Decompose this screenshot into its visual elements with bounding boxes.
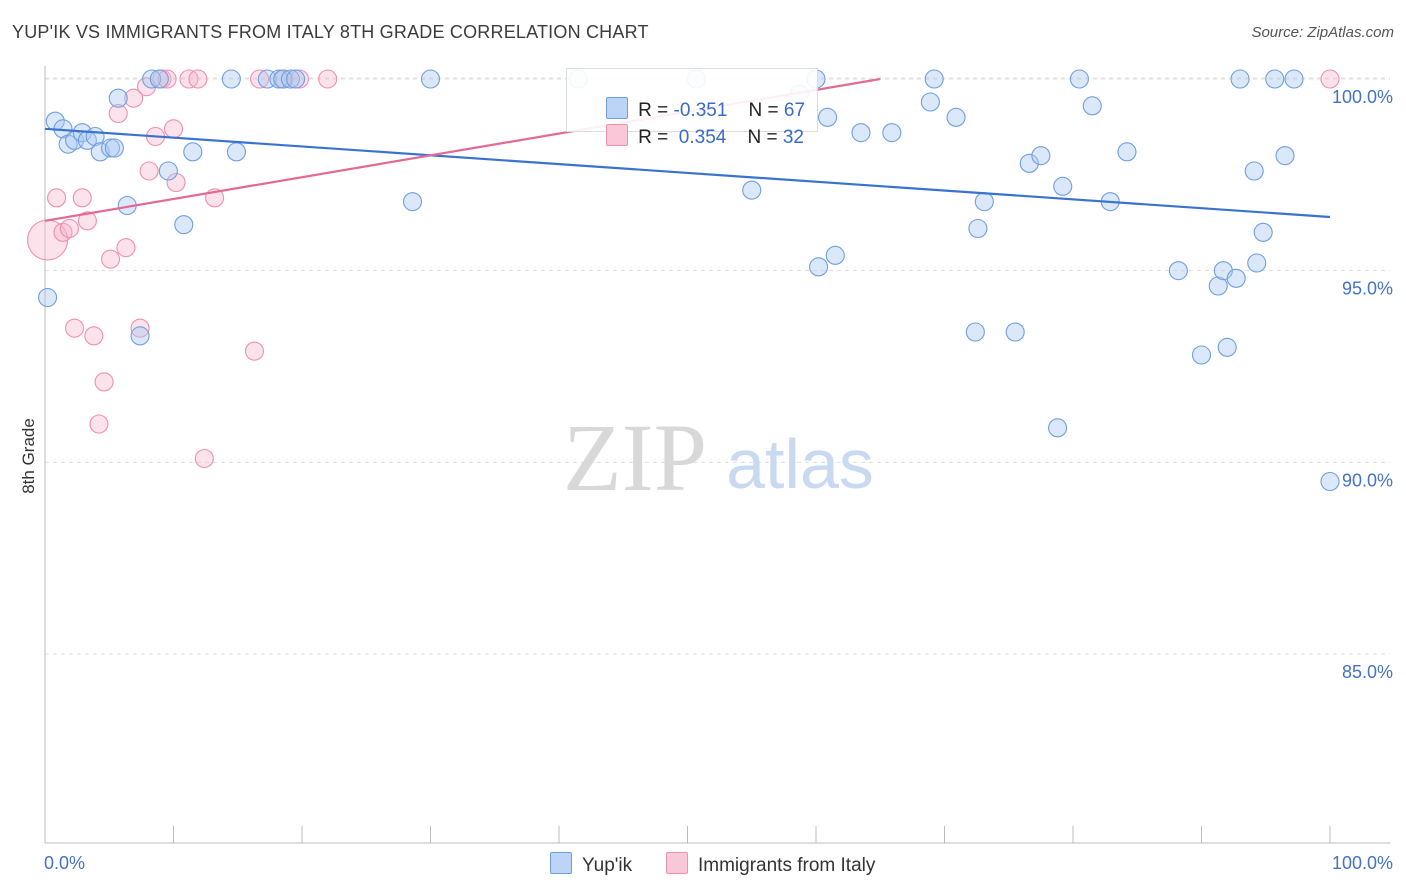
watermark-zip: ZIP (563, 404, 707, 511)
legend-item-italy: Immigrants from Italy (666, 852, 875, 878)
yupik-point (882, 123, 902, 143)
yupik-point (1217, 337, 1237, 357)
yupik-point (149, 69, 169, 89)
italy-point (166, 172, 186, 193)
italy-point (188, 69, 208, 89)
x-tick-label: 0.0% (44, 853, 85, 873)
y-tick-label: 90.0% (1342, 470, 1393, 490)
yupik-point (1082, 96, 1102, 116)
yupik-point (402, 192, 423, 212)
italy-point (84, 326, 104, 346)
yupik-point (924, 69, 944, 89)
yupik-point (280, 69, 300, 89)
italy-point (59, 218, 79, 239)
tick-labels: 85.0% 90.0% 95.0% 100.0% 0.0% 100.0% (44, 87, 1393, 873)
italy-legend-icon (666, 852, 688, 874)
correlation-legend: R = -0.351 N = 67 R = 0.354 N = 32 (566, 68, 818, 148)
yupik-point (1005, 322, 1025, 342)
yupik-point (974, 192, 994, 212)
italy-point (100, 249, 121, 269)
y-tick-label: 85.0% (1342, 662, 1393, 682)
watermark-atlas: atlas (726, 425, 874, 503)
yupik-point (809, 257, 829, 277)
yupik-point (818, 107, 838, 127)
yupik-point (1019, 153, 1039, 173)
yupik-point (1069, 69, 1089, 89)
yupik-point (257, 69, 277, 89)
italy-point (77, 211, 97, 231)
gridlines (45, 77, 1390, 655)
y-tick-label: 100.0% (1332, 87, 1393, 107)
legend-row-italy: R = 0.354 N = 32 (585, 102, 804, 148)
yupik-legend-icon (550, 852, 572, 874)
yupik-point (221, 69, 241, 89)
yupik-point (1226, 268, 1246, 288)
yupik-point (1208, 276, 1228, 296)
italy-point (116, 238, 136, 258)
italy-point (65, 318, 85, 338)
italy-point (318, 69, 338, 89)
italy-point (124, 88, 144, 108)
yupik-point (38, 287, 58, 308)
y-axis-label: 8th Grade (19, 418, 38, 494)
yupik-point (1053, 176, 1073, 196)
yupik-point (1048, 418, 1068, 438)
italy-point (94, 372, 114, 392)
yupik-point (1247, 253, 1267, 273)
italy-point (194, 448, 214, 469)
yupik-point (420, 69, 441, 89)
italy-point (1320, 69, 1340, 89)
chart-title: YUP'IK VS IMMIGRANTS FROM ITALY 8TH GRAD… (12, 22, 649, 42)
legend-row-yupik: R = -0.351 N = 67 (585, 75, 805, 121)
yupik-point (108, 88, 128, 108)
yupik-point (742, 180, 762, 200)
italy-point (72, 188, 92, 208)
yupik-point (1275, 146, 1295, 166)
yupik-point (920, 92, 940, 112)
yupik-point (158, 161, 178, 181)
yupik-point (1117, 142, 1137, 162)
yupik-point (130, 326, 150, 346)
yupik-point (1253, 222, 1273, 242)
yupik-point (1230, 69, 1250, 89)
yupik-point (183, 142, 203, 162)
italy-point (47, 188, 67, 208)
yupik-swatch-icon (606, 97, 629, 119)
italy-point (130, 318, 150, 338)
italy-point (157, 69, 177, 89)
italy-point (163, 119, 184, 139)
yupik-point (226, 142, 247, 162)
yupik-point (1031, 146, 1051, 166)
italy-point (89, 414, 109, 434)
legend-item-yupik: Yup'ik (550, 852, 632, 878)
yupik-point (946, 107, 966, 127)
yupik-point (1168, 261, 1188, 281)
italy-point (244, 341, 265, 361)
yupik-point (1265, 69, 1285, 89)
yupik-point (1284, 69, 1304, 89)
x-tick-label: 100.0% (1332, 853, 1393, 873)
yupik-point (286, 69, 306, 89)
yupik-point (1244, 161, 1264, 181)
yupik-trend-line (44, 127, 1331, 219)
yupik-point (825, 245, 845, 265)
yupik-point (142, 69, 162, 89)
axes (44, 66, 1390, 844)
italy-point (250, 69, 270, 89)
yupik-point (968, 218, 988, 239)
italy-swatch-icon (606, 124, 629, 146)
yupik-point (1320, 471, 1340, 492)
yupik-point (1191, 345, 1212, 365)
yupik-point (90, 142, 110, 162)
y-tick-label: 95.0% (1342, 279, 1393, 299)
yupik-point (965, 322, 985, 342)
yupik-point (851, 123, 871, 143)
italy-point (139, 161, 159, 181)
source-label: Source: ZipAtlas.com (1251, 24, 1394, 41)
yupik-point (104, 138, 124, 158)
yupik-point (174, 215, 194, 235)
italy-point (108, 103, 128, 124)
